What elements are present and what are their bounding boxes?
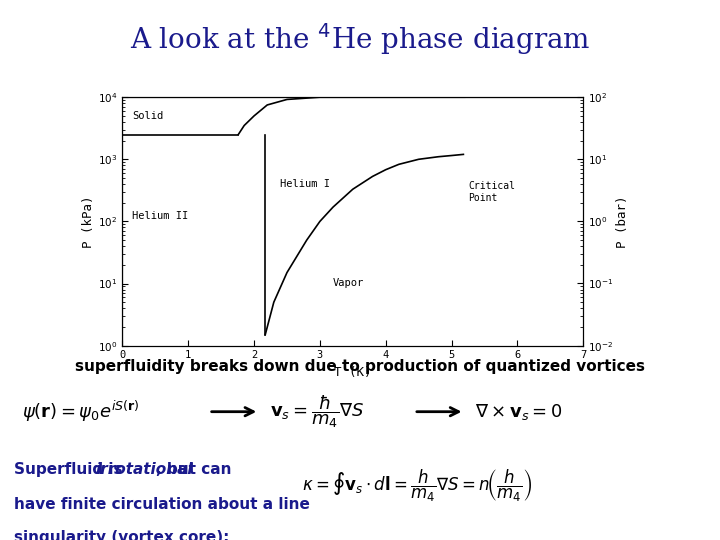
Text: A look at the $^4$He phase diagram: A look at the $^4$He phase diagram (130, 21, 590, 57)
Text: $\psi(\mathbf{r}) = \psi_0 e^{iS(\mathbf{r})}$: $\psi(\mathbf{r}) = \psi_0 e^{iS(\mathbf… (22, 399, 139, 424)
Y-axis label: P (kPa): P (kPa) (82, 195, 95, 248)
Text: Vapor: Vapor (333, 279, 364, 288)
Text: have finite circulation about a line: have finite circulation about a line (14, 497, 310, 512)
Text: singularity (vortex core):: singularity (vortex core): (14, 530, 230, 540)
Text: , but can: , but can (156, 462, 231, 477)
Text: Helium II: Helium II (132, 212, 189, 221)
Text: Solid: Solid (132, 111, 163, 121)
Text: $\kappa = \oint \mathbf{v}_s \cdot d\mathbf{l} = \dfrac{h}{m_4}\nabla S = n\!\le: $\kappa = \oint \mathbf{v}_s \cdot d\mat… (302, 468, 533, 504)
Text: superfluidity breaks down due to production of quantized vortices: superfluidity breaks down due to product… (75, 359, 645, 374)
X-axis label: T (K): T (K) (334, 366, 372, 379)
Text: irrotational: irrotational (96, 462, 194, 477)
Text: Superfluid is: Superfluid is (14, 462, 128, 477)
Text: $\nabla \times \mathbf{v}_s = 0$: $\nabla \times \mathbf{v}_s = 0$ (475, 402, 562, 422)
Text: $\mathbf{v}_s = \dfrac{\hbar}{m_4}\nabla S$: $\mathbf{v}_s = \dfrac{\hbar}{m_4}\nabla… (270, 393, 364, 430)
Text: Critical
Point: Critical Point (468, 180, 515, 203)
Y-axis label: P (bar): P (bar) (616, 195, 629, 248)
Text: Helium I: Helium I (280, 179, 330, 189)
